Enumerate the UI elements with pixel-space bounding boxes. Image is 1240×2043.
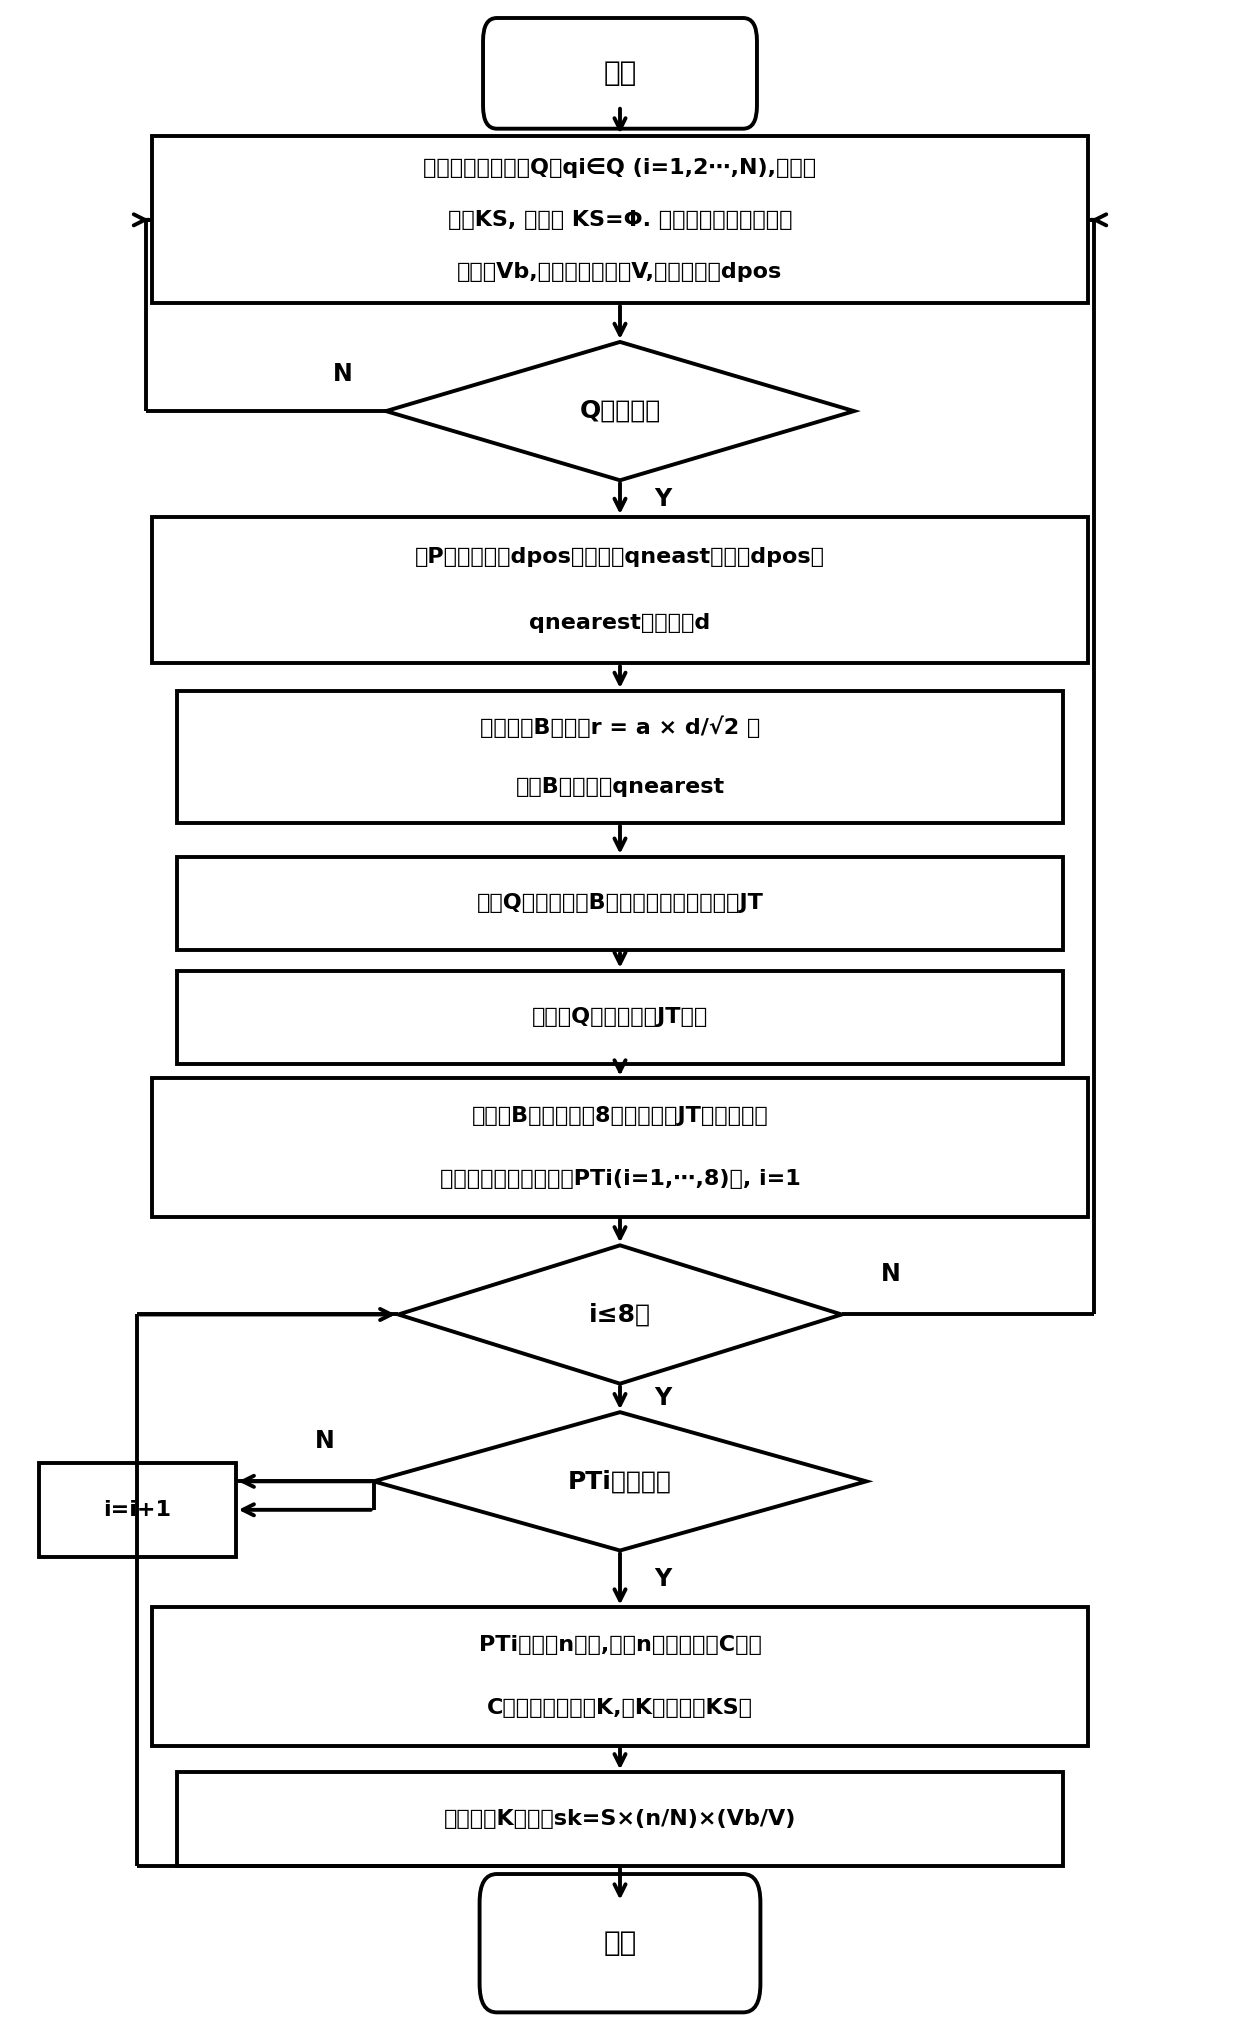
Text: N: N	[882, 1263, 900, 1285]
Text: 体积为Vb,原放射源体积为V,探测点记为dpos: 体积为Vb,原放射源体积为V,探测点记为dpos	[458, 262, 782, 282]
Text: 在P中查询距离dpos最近的点qneast，计算dpos到: 在P中查询距离dpos最近的点qneast，计算dpos到	[415, 548, 825, 566]
Text: PTi中包含n个点,计算n个点的中心C，在: PTi中包含n个点,计算n个点的中心C，在	[479, 1634, 761, 1655]
Text: 入每个部分对应的点集PTi(i=1,⋯,8)中, i=1: 入每个部分对应的点集PTi(i=1,⋯,8)中, i=1	[440, 1169, 800, 1189]
Bar	[176, 856, 1064, 950]
Text: Y: Y	[655, 1385, 672, 1410]
FancyBboxPatch shape	[480, 1873, 760, 2012]
Text: i=i+1: i=i+1	[103, 1500, 171, 1520]
Text: 边界体离散点集为Q，qi∈Q (i=1,2⋯,N),点核集: 边界体离散点集为Q，qi∈Q (i=1,2⋯,N),点核集	[423, 157, 817, 178]
Bar	[38, 1463, 236, 1557]
Polygon shape	[398, 1246, 842, 1383]
Text: qnearest的距离为d: qnearest的距离为d	[529, 613, 711, 633]
Text: N: N	[334, 362, 352, 386]
Bar	[176, 970, 1064, 1064]
Text: i≤8？: i≤8？	[589, 1303, 651, 1326]
Text: Q不为空？: Q不为空？	[579, 398, 661, 423]
Text: 合为KS, 初始时 KS=Φ. 边界体属于物体内部总: 合为KS, 初始时 KS=Φ. 边界体属于物体内部总	[448, 210, 792, 231]
Bar	[153, 1079, 1087, 1218]
Text: Y: Y	[655, 1567, 672, 1591]
Text: 开始: 开始	[604, 59, 636, 88]
Text: N: N	[315, 1428, 335, 1453]
Text: 获取Q中位于球域B内的所有点，构成点集JT: 获取Q中位于球域B内的所有点，构成点集JT	[476, 893, 764, 913]
Bar	[153, 1608, 1087, 1747]
Text: 将球域B按轴向分为8个部分，将JT的点分别放: 将球域B按轴向分为8个部分，将JT的点分别放	[471, 1105, 769, 1126]
Text: Y: Y	[655, 486, 672, 511]
FancyBboxPatch shape	[484, 18, 756, 129]
Text: 从点集Q中移出点集JT的点: 从点集Q中移出点集JT的点	[532, 1007, 708, 1028]
Bar	[176, 1771, 1064, 1865]
Bar	[153, 137, 1087, 302]
Text: 设置B的球心为qnearest: 设置B的球心为qnearest	[516, 776, 724, 797]
Text: PTi不为空？: PTi不为空？	[568, 1469, 672, 1493]
Text: 计算点核K的强度sk=S×(n/N)×(Vb/V): 计算点核K的强度sk=S×(n/N)×(Vb/V)	[444, 1810, 796, 1828]
Bar	[176, 691, 1064, 823]
Polygon shape	[373, 1412, 867, 1551]
Bar	[153, 517, 1087, 664]
Text: C处生成一个点核K,将K加入集合KS中: C处生成一个点核K,将K加入集合KS中	[487, 1698, 753, 1718]
Polygon shape	[386, 341, 854, 480]
Text: 结束: 结束	[604, 1929, 636, 1957]
Text: 计算球域B的半径r = a × d/√2 ，: 计算球域B的半径r = a × d/√2 ，	[480, 715, 760, 738]
